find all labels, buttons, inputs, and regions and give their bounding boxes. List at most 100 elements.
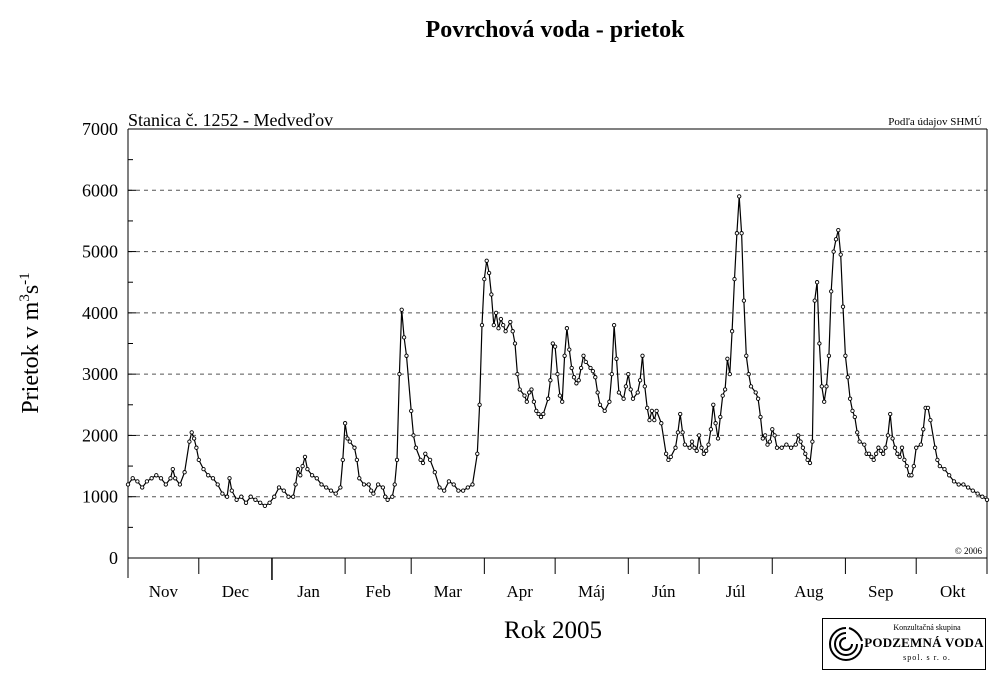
data-point <box>276 485 282 490</box>
data-point <box>784 442 789 447</box>
data-point <box>951 479 957 484</box>
data-point <box>817 341 822 346</box>
data-point <box>420 460 426 466</box>
data-point <box>227 476 232 481</box>
data-point <box>201 466 206 472</box>
data-point <box>224 494 230 499</box>
data-point <box>517 387 522 392</box>
data-point <box>168 476 173 481</box>
data-point <box>711 402 716 407</box>
data-point <box>852 414 857 420</box>
data-point <box>689 439 695 444</box>
data-point <box>873 451 879 456</box>
data-point <box>696 433 702 438</box>
data-point <box>569 365 574 371</box>
data-point <box>729 329 735 334</box>
data-point <box>921 427 926 432</box>
data-point <box>314 476 319 481</box>
month-label: Júl <box>726 582 746 601</box>
data-point <box>947 473 952 478</box>
data-point <box>409 408 414 414</box>
data-point <box>718 414 723 420</box>
data-point <box>567 347 572 352</box>
data-point <box>324 485 329 490</box>
data-point <box>675 430 681 435</box>
data-point <box>805 457 810 463</box>
month-label: Mar <box>434 582 463 601</box>
data-point <box>925 405 931 411</box>
y-tick-label: 1000 <box>82 487 118 507</box>
data-point <box>649 408 655 414</box>
data-point <box>272 494 277 499</box>
data-point <box>855 430 860 435</box>
data-point <box>838 252 843 257</box>
data-point <box>942 466 947 472</box>
data-point <box>807 460 813 466</box>
series-line <box>127 196 988 507</box>
data-point <box>796 433 801 438</box>
data-point <box>191 436 197 441</box>
data-point <box>383 494 388 499</box>
data-point <box>510 329 515 334</box>
data-point <box>826 353 832 358</box>
data-point <box>682 442 688 447</box>
data-point <box>392 482 397 487</box>
data-point <box>741 298 747 303</box>
data-point <box>182 470 187 475</box>
y-axis-label-sup1: 3 <box>17 294 33 302</box>
logo-line-2: PODZEMNÁ VODA <box>864 635 984 650</box>
data-point <box>158 476 164 481</box>
data-point <box>493 310 499 316</box>
data-point <box>609 371 614 377</box>
logo-line-3: spol. s r. o. <box>903 653 951 662</box>
data-point <box>451 482 456 487</box>
data-point <box>668 454 673 460</box>
data-point <box>328 488 334 493</box>
data-point <box>956 482 961 487</box>
data-point <box>354 457 360 463</box>
month-label: Jan <box>297 582 320 601</box>
data-point <box>291 494 296 499</box>
y-axis-label-sup2: -1 <box>17 272 33 285</box>
data-point <box>722 387 728 392</box>
data-point <box>529 387 534 392</box>
data-point <box>725 356 730 361</box>
data-point <box>281 488 286 493</box>
data-point <box>673 445 678 450</box>
data-point <box>734 231 740 236</box>
data-point <box>699 445 704 450</box>
data-point <box>357 476 362 481</box>
data-point <box>758 414 763 420</box>
data-point <box>647 417 652 423</box>
data-point <box>371 491 376 496</box>
data-point <box>895 451 900 456</box>
data-point <box>904 463 909 469</box>
data-point <box>477 402 482 407</box>
x-axis-label: Rok 2005 <box>504 617 602 644</box>
data-point <box>479 322 485 328</box>
data-point <box>512 341 518 346</box>
data-point <box>149 476 154 481</box>
y-axis-label: Prietok v m3s-1 <box>17 272 44 413</box>
y-axis-label-mid: s <box>18 285 44 294</box>
data-point <box>845 375 850 380</box>
y-tick-label: 0 <box>109 548 118 568</box>
data-point <box>713 421 718 426</box>
data-point <box>187 439 192 444</box>
data-point <box>640 353 645 358</box>
data-point <box>602 408 607 414</box>
data-point <box>130 476 135 481</box>
data-point <box>899 445 905 450</box>
data-point <box>243 500 249 505</box>
data-point <box>694 448 699 453</box>
data-point <box>850 408 855 414</box>
data-point <box>333 491 338 496</box>
data-point <box>562 353 567 358</box>
data-point <box>489 292 494 297</box>
data-point <box>984 497 990 502</box>
data-point <box>347 439 352 444</box>
data-point <box>531 399 537 404</box>
data-point <box>607 399 612 404</box>
data-point <box>267 500 272 505</box>
data-point <box>715 436 721 441</box>
